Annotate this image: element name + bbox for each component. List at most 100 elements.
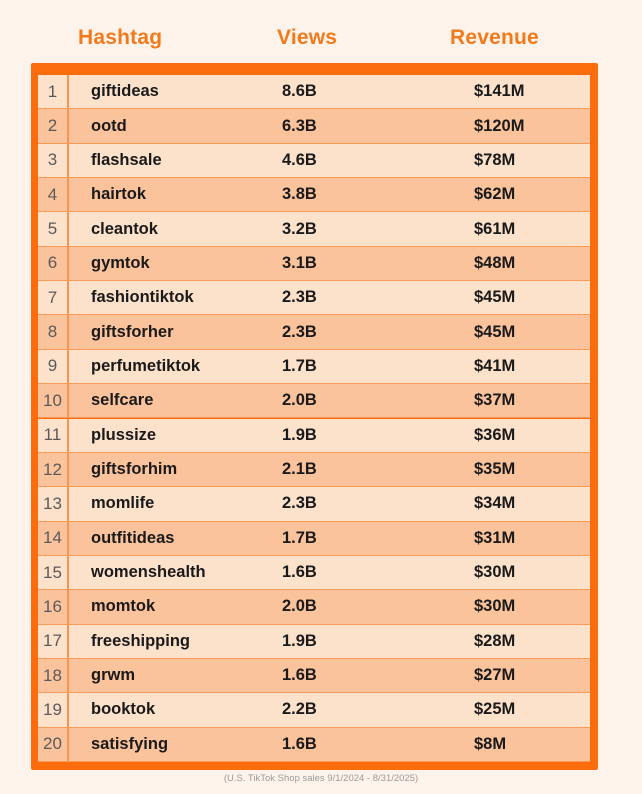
hashtag-cell: selfcare — [91, 391, 154, 410]
table-row: 10 selfcare 2.0B $37M — [38, 384, 590, 419]
rank-cell: 12 — [38, 452, 69, 487]
table-row: 15 womenshealth 1.6B $30M — [38, 555, 590, 591]
rank-cell: 7 — [38, 281, 69, 315]
hashtag-cell: cleantok — [91, 219, 158, 238]
table-row: 9 perfumetiktok 1.7B $41M — [38, 349, 590, 385]
rank-cell: 6 — [38, 246, 69, 281]
views-cell: 1.6B — [282, 563, 317, 582]
views-cell: 2.3B — [282, 494, 317, 513]
table-row: 6 gymtok 3.1B $48M — [38, 246, 590, 282]
column-header-views: Views — [277, 26, 338, 49]
revenue-cell: $61M — [474, 219, 516, 238]
revenue-cell: $34M — [474, 494, 516, 513]
rank-cell: 10 — [38, 384, 69, 418]
table-row: 14 outfitideas 1.7B $31M — [38, 521, 590, 556]
views-cell: 1.6B — [282, 734, 317, 753]
hashtag-cell: giftsforher — [91, 322, 174, 341]
revenue-cell: $30M — [474, 563, 516, 582]
rank-cell: 13 — [38, 487, 69, 521]
views-cell: 6.3B — [282, 116, 317, 135]
column-header-revenue: Revenue — [450, 26, 539, 49]
revenue-cell: $30M — [474, 597, 516, 616]
views-cell: 1.9B — [282, 425, 317, 444]
rank-cell: 14 — [38, 521, 69, 555]
views-cell: 2.3B — [282, 322, 317, 341]
rank-cell: 9 — [38, 349, 69, 384]
hashtag-cell: freeshipping — [91, 631, 191, 650]
table-row: 4 hairtok 3.8B $62M — [38, 178, 590, 213]
footnote: (U.S. TikTok Shop sales 9/1/2024 - 8/31/… — [223, 773, 419, 784]
table-row: 7 fashiontiktok 2.3B $45M — [38, 281, 590, 316]
revenue-cell: $48M — [474, 253, 516, 272]
hashtag-cell: gymtok — [91, 253, 150, 272]
revenue-cell: $35M — [474, 460, 516, 479]
hashtag-cell: giftideas — [91, 82, 159, 101]
views-cell: 1.7B — [282, 528, 317, 547]
rank-cell: 11 — [38, 418, 69, 452]
revenue-cell: $120M — [474, 116, 525, 135]
hashtag-cell: plussize — [91, 425, 157, 444]
revenue-cell: $141M — [474, 82, 525, 101]
hashtag-cell: perfumetiktok — [91, 356, 201, 375]
table-row: 19 booktok 2.2B $25M — [38, 693, 590, 728]
rank-cell: 15 — [38, 555, 69, 590]
rank-cell: 18 — [38, 658, 69, 693]
rank-cell: 16 — [38, 590, 69, 624]
hashtag-cell: fashiontiktok — [91, 288, 194, 307]
views-cell: 8.6B — [282, 82, 317, 101]
hashtag-table: 1 giftideas 8.6B $141M 2 ootd 6.3B $120M 3 flashs… — [38, 75, 590, 762]
hashtag-cell: outfitideas — [91, 528, 175, 547]
views-cell: 2.1B — [282, 460, 317, 479]
table-row: 3 flashsale 4.6B $78M — [38, 143, 590, 179]
table-row: 17 freeshipping 1.9B $28M — [38, 624, 590, 659]
views-cell: 1.9B — [282, 631, 317, 650]
table-row: 16 momtok 2.0B $30M — [38, 590, 590, 625]
views-cell: 1.7B — [282, 356, 317, 375]
table-row: 2 ootd 6.3B $120M — [38, 109, 590, 144]
views-cell: 2.2B — [282, 700, 317, 719]
revenue-cell: $28M — [474, 631, 516, 650]
table-row: 20 satisfying 1.6B $8M — [38, 727, 590, 762]
revenue-cell: $8M — [474, 734, 507, 753]
hashtag-cell: momtok — [91, 597, 156, 616]
views-cell: 3.2B — [282, 219, 317, 238]
rank-cell: 5 — [38, 212, 69, 246]
hashtag-cell: satisfying — [91, 734, 169, 753]
views-cell: 3.8B — [282, 185, 317, 204]
rank-cell: 3 — [38, 143, 69, 178]
rank-cell: 1 — [38, 75, 69, 109]
table-row: 8 giftsforher 2.3B $45M — [38, 315, 590, 350]
revenue-cell: $45M — [474, 322, 516, 341]
revenue-cell: $36M — [474, 425, 516, 444]
revenue-cell: $41M — [474, 356, 516, 375]
revenue-cell: $37M — [474, 391, 516, 410]
views-cell: 2.0B — [282, 391, 317, 410]
hashtag-cell: ootd — [91, 116, 127, 135]
rank-cell: 19 — [38, 693, 69, 727]
hashtag-cell: hairtok — [91, 185, 147, 204]
views-cell: 3.1B — [282, 253, 317, 272]
hashtag-cell: giftsforhim — [91, 460, 178, 479]
table-row: 1 giftideas 8.6B $141M — [38, 75, 590, 110]
hashtag-cell: momlife — [91, 494, 155, 513]
views-cell: 2.0B — [282, 597, 317, 616]
revenue-cell: $27M — [474, 666, 516, 685]
rank-cell: 4 — [38, 178, 69, 212]
revenue-cell: $25M — [474, 700, 516, 719]
hashtag-cell: womenshealth — [91, 563, 206, 582]
rank-cell: 2 — [38, 109, 69, 143]
table-row: 5 cleantok 3.2B $61M — [38, 212, 590, 247]
table-row: 11 plussize 1.9B $36M — [38, 418, 590, 453]
views-cell: 4.6B — [282, 150, 317, 169]
hashtag-cell: booktok — [91, 700, 156, 719]
views-cell: 1.6B — [282, 666, 317, 685]
revenue-cell: $78M — [474, 150, 516, 169]
revenue-cell: $62M — [474, 185, 516, 204]
rank-cell: 8 — [38, 315, 69, 349]
rank-cell: 20 — [38, 727, 69, 761]
rank-cell: 17 — [38, 624, 69, 658]
table-row: 12 giftsforhim 2.1B $35M — [38, 452, 590, 488]
revenue-cell: $45M — [474, 288, 516, 307]
column-header-hashtag: Hashtag — [78, 26, 163, 49]
hashtag-cell: flashsale — [91, 150, 162, 169]
